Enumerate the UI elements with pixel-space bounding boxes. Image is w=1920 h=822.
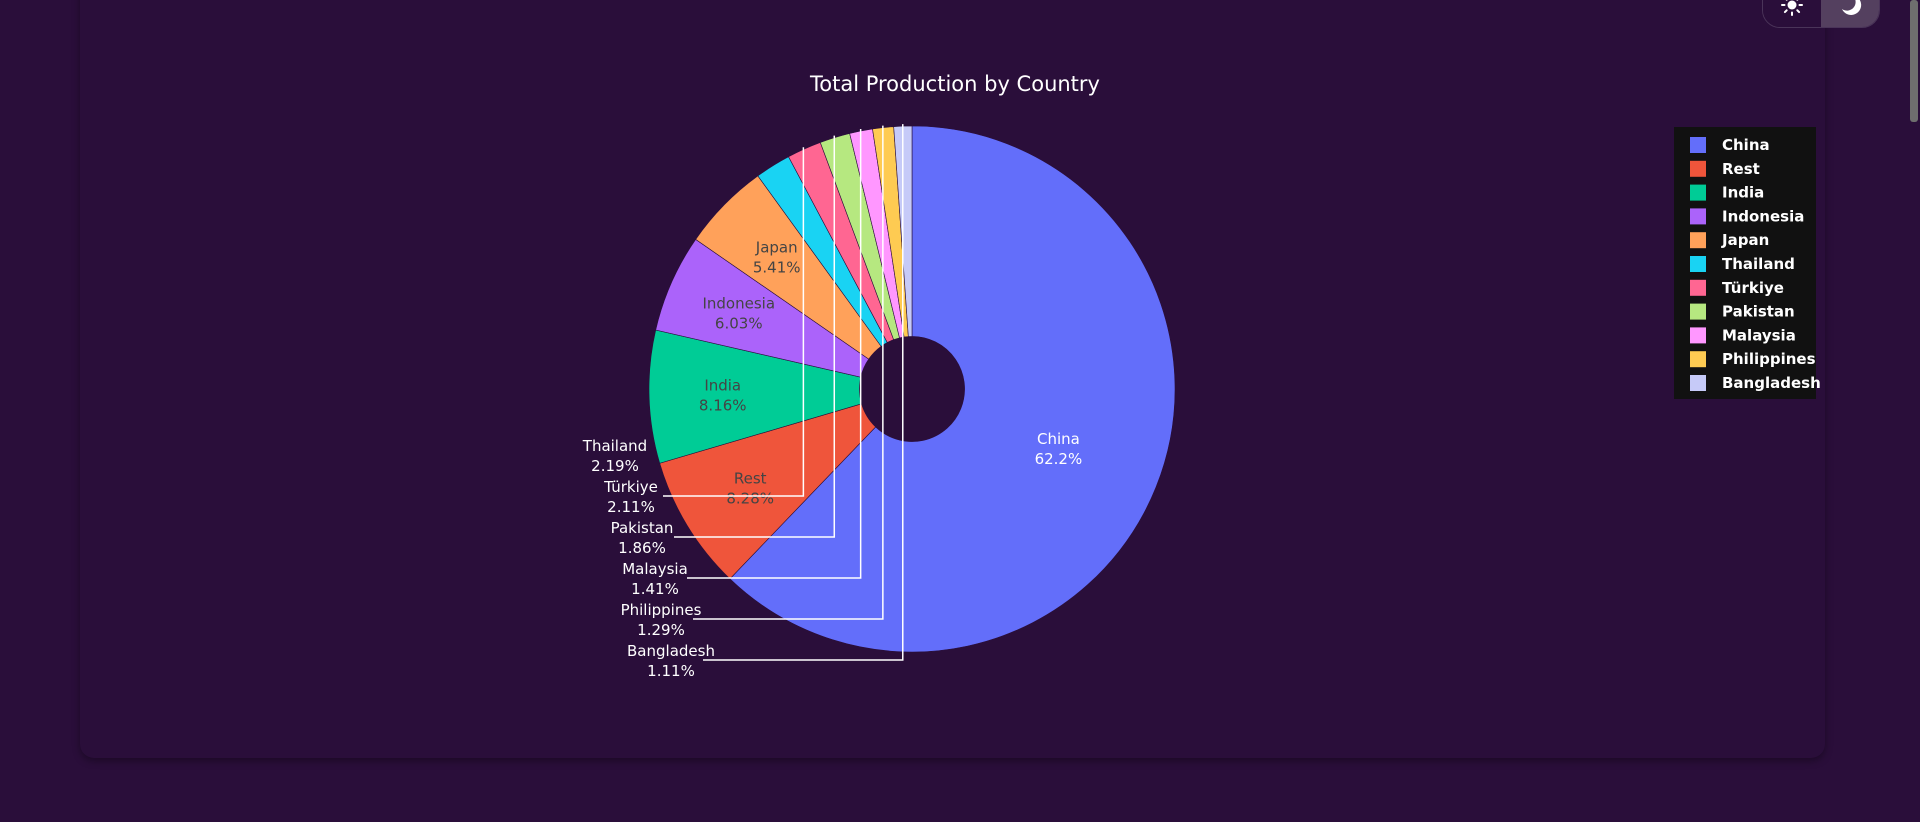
legend-label-japan: Japan bbox=[1721, 231, 1769, 249]
slice-percent-india: 8.16% bbox=[699, 397, 747, 415]
legend-label-indonesia: Indonesia bbox=[1722, 207, 1804, 225]
scrollbar-thumb[interactable] bbox=[1910, 0, 1918, 122]
legend-label-pakistan: Pakistan bbox=[1722, 303, 1795, 321]
theme-toggle[interactable] bbox=[1762, 0, 1880, 28]
legend-swatch-thailand[interactable] bbox=[1690, 256, 1706, 272]
slice-percent-japan: 5.41% bbox=[753, 259, 801, 277]
legend-label-thailand: Thailand bbox=[1722, 255, 1795, 273]
slice-label-indonesia: Indonesia bbox=[702, 295, 775, 313]
label-leader-line-turkiye bbox=[663, 147, 805, 497]
slice-label-india: India bbox=[704, 377, 741, 395]
slice-percent-indonesia: 6.03% bbox=[715, 315, 763, 333]
chart-title: Total Production by Country bbox=[809, 72, 1100, 96]
slice-percent-thailand: 2.19% bbox=[591, 457, 639, 475]
legend-swatch-japan[interactable] bbox=[1690, 232, 1706, 249]
label-leader-line-malaysia bbox=[687, 129, 862, 579]
light-mode-button[interactable] bbox=[1763, 0, 1821, 27]
slice-label-turkiye: Türkiye bbox=[603, 478, 658, 496]
legend-swatch-rest[interactable] bbox=[1690, 160, 1706, 177]
dark-mode-button[interactable] bbox=[1821, 0, 1879, 27]
legend-label-turkiye: Türkiye bbox=[1722, 279, 1784, 297]
legend-swatch-indonesia[interactable] bbox=[1690, 208, 1706, 225]
moon-icon bbox=[1842, 0, 1862, 15]
sun-icon bbox=[1781, 0, 1803, 16]
legend-label-malaysia: Malaysia bbox=[1722, 326, 1796, 344]
scrollbar-track[interactable] bbox=[1908, 0, 1920, 822]
slice-label-japan: Japan bbox=[755, 239, 798, 257]
legend-swatch-turkiye[interactable] bbox=[1690, 279, 1706, 296]
slice-percent-turkiye: 2.11% bbox=[607, 498, 655, 516]
label-leader-line-pakistan bbox=[674, 135, 836, 538]
label-leader-line-philippines bbox=[693, 125, 884, 620]
legend-swatch-india[interactable] bbox=[1690, 184, 1706, 201]
legend-swatch-bangladesh[interactable] bbox=[1690, 375, 1706, 391]
slice-label-china: China bbox=[1037, 430, 1080, 448]
slice-percent-china: 62.2% bbox=[1035, 450, 1083, 468]
pie-slice-china[interactable] bbox=[729, 125, 1176, 653]
legend-swatch-malaysia[interactable] bbox=[1690, 327, 1706, 344]
slice-percent-malaysia: 1.41% bbox=[631, 580, 679, 598]
slice-label-thailand: Thailand bbox=[582, 437, 647, 455]
legend-swatch-pakistan[interactable] bbox=[1690, 303, 1706, 320]
legend-swatch-china[interactable] bbox=[1690, 137, 1706, 153]
slice-labels: China 62.2% Rest 8.28% India 8.16% Indonesia 6.… bbox=[582, 124, 1082, 680]
label-leader-line-bangladesh bbox=[703, 124, 904, 661]
slice-label-malaysia: Malaysia bbox=[622, 560, 688, 578]
legend-swatch-philippines[interactable] bbox=[1690, 351, 1706, 368]
slice-percent-philippines: 1.29% bbox=[637, 621, 685, 639]
legend-label-bangladesh: Bangladesh bbox=[1722, 374, 1821, 392]
legend-label-india: India bbox=[1722, 184, 1764, 202]
slice-label-bangladesh: Bangladesh bbox=[627, 642, 715, 660]
legend: China Rest India Indonesia Japan Thailand Türk… bbox=[1674, 127, 1821, 399]
legend-label-rest: Rest bbox=[1722, 160, 1760, 178]
slice-percent-rest: 8.28% bbox=[726, 489, 774, 507]
legend-label-philippines: Philippines bbox=[1722, 350, 1816, 368]
slice-label-pakistan: Pakistan bbox=[611, 519, 674, 537]
slice-percent-bangladesh: 1.11% bbox=[647, 662, 695, 680]
slice-label-philippines: Philippines bbox=[621, 601, 702, 619]
slice-percent-pakistan: 1.86% bbox=[618, 539, 666, 557]
legend-label-china: China bbox=[1722, 136, 1770, 154]
slice-label-rest: Rest bbox=[734, 469, 767, 487]
